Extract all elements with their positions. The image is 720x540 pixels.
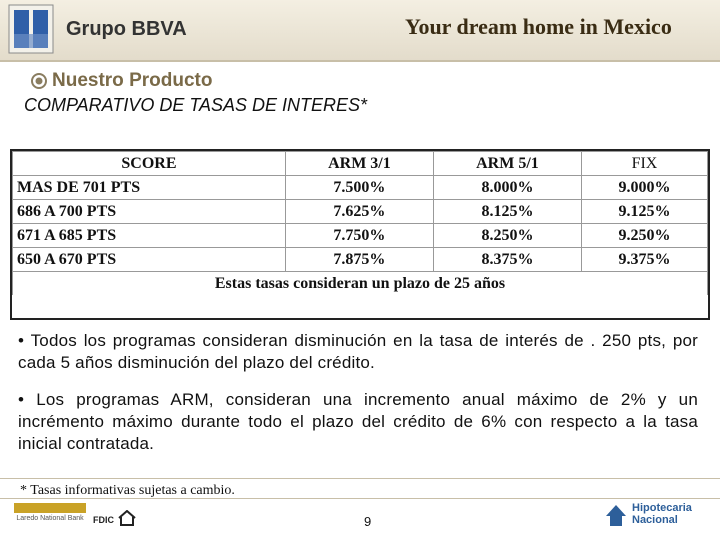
slide-title: COMPARATIVO DE TASAS DE INTERES*: [24, 95, 368, 115]
cell: 686 A 700 PTS: [12, 199, 286, 224]
tagline: Your dream home in Mexico: [405, 14, 672, 39]
cell: 8.375%: [432, 247, 582, 272]
cell: 7.750%: [284, 223, 434, 248]
column-header: FIX: [580, 151, 709, 176]
hn-logo: Hipotecaria Nacional: [632, 502, 692, 526]
cell: 650 A 670 PTS: [12, 247, 286, 272]
section-icon: [31, 73, 47, 89]
row: 686 A 700 PTS 7.625% 8.125% 9.125%: [12, 199, 709, 224]
row: MAS DE 701 PTS 7.500% 8.000% 9.000%: [12, 175, 709, 200]
cell: 7.875%: [284, 247, 434, 272]
column-header: ARM 5/1: [432, 151, 582, 176]
bank-logo: Laredo National Bank: [14, 503, 86, 522]
logo-icon: [8, 4, 54, 54]
fdic-logo: FDIC: [93, 515, 114, 525]
cell: 8.125%: [432, 199, 582, 224]
bullet: • Los programas ARM, consideran una incr…: [18, 390, 698, 453]
table: SCORE ARM 3/1 ARM 5/1 FIX MAS DE 701 PTS 7.50…: [12, 151, 709, 295]
row: 671 A 685 PTS 7.750% 8.250% 9.250%: [12, 223, 709, 248]
cell: 9.375%: [580, 247, 709, 272]
footer-rule: [0, 478, 720, 479]
bullet: • Todos los programas consideran disminu…: [18, 331, 698, 372]
cell: 8.000%: [432, 175, 582, 200]
housing-logo: [118, 510, 136, 526]
header-bar: Grupo BBVA Your dream home in Mexico: [0, 0, 720, 62]
cell: 9.250%: [580, 223, 709, 248]
hn-text: Hipotecaria: [632, 502, 692, 514]
page-number: 9: [364, 514, 372, 529]
header-row: SCORE ARM 3/1 ARM 5/1 FIX: [12, 151, 709, 176]
column-header: SCORE: [12, 151, 286, 176]
cell: 9.125%: [580, 199, 709, 224]
note: Estas tasas consideran un plazo de 25 añ…: [12, 271, 708, 295]
column-header: ARM 3/1: [284, 151, 434, 176]
footnote: * Tasas informativas sujetas a cambio.: [20, 483, 235, 498]
rates-table: SCORE ARM 3/1 ARM 5/1 FIX MAS DE 701 PTS 7.50…: [10, 149, 710, 320]
row: 650 A 670 PTS 7.875% 8.375% 9.375%: [12, 247, 709, 272]
cell: 9.000%: [580, 175, 709, 200]
note-row: Estas tasas consideran un plazo de 25 añ…: [12, 271, 708, 295]
hn-text: Nacional: [632, 514, 678, 526]
logo-text: Grupo BBVA: [66, 18, 187, 40]
footer-rule: [0, 498, 720, 499]
cell: MAS DE 701 PTS: [12, 175, 286, 200]
cell: 671 A 685 PTS: [12, 223, 286, 248]
cell: 8.250%: [432, 223, 582, 248]
cell: 7.625%: [284, 199, 434, 224]
hn-icon: [606, 505, 626, 526]
cell: 7.500%: [284, 175, 434, 200]
section-title: Nuestro Producto: [52, 70, 213, 91]
